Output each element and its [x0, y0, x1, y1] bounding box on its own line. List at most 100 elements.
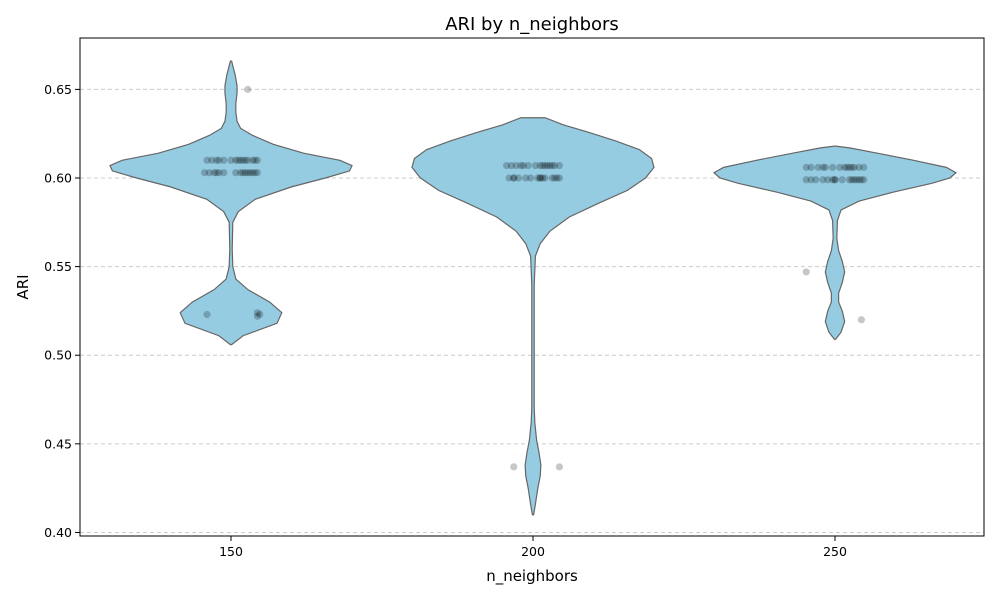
x-axis-label: n_neighbors — [486, 567, 578, 586]
data-point — [253, 156, 261, 164]
data-point — [256, 310, 264, 319]
data-point — [555, 174, 564, 182]
violin-250 — [712, 145, 958, 340]
data-point — [251, 169, 259, 177]
data-point — [860, 163, 868, 171]
data-point — [203, 156, 211, 164]
data-point — [821, 163, 830, 171]
data-point — [850, 163, 858, 171]
x-tick-label: 150 — [219, 544, 243, 559]
data-point — [855, 163, 863, 171]
data-point — [819, 176, 827, 184]
data-point — [855, 176, 863, 184]
data-point — [848, 163, 856, 171]
data-point — [814, 163, 822, 171]
y-tick-label: 0.45 — [44, 436, 72, 451]
data-point — [555, 463, 564, 471]
data-point — [829, 176, 837, 184]
data-point — [541, 174, 549, 182]
data-point — [857, 316, 866, 324]
y-tick-label: 0.60 — [44, 171, 72, 186]
data-point — [237, 169, 245, 177]
data-point — [841, 163, 849, 171]
data-point — [534, 174, 542, 182]
violins — [109, 60, 958, 516]
data-point — [802, 268, 810, 276]
data-point — [536, 174, 544, 182]
data-point — [831, 176, 839, 184]
data-point — [201, 169, 209, 177]
data-point — [503, 162, 511, 170]
data-point — [251, 156, 259, 164]
data-point — [843, 163, 851, 171]
data-point — [853, 176, 861, 184]
x-tick-label: 250 — [823, 544, 847, 559]
data-points — [201, 85, 868, 471]
chart-title: ARI by n_neighbors — [445, 14, 619, 35]
y-axis-ticks: 0.40 0.45 0.50 0.55 0.60 0.65 — [44, 82, 80, 540]
data-point — [524, 162, 532, 170]
data-point — [237, 156, 245, 164]
data-point — [845, 163, 854, 171]
data-point — [838, 176, 846, 184]
data-point — [807, 176, 815, 184]
data-point — [517, 162, 525, 170]
data-point — [807, 163, 815, 171]
plot-frame — [79, 37, 985, 537]
data-point — [220, 156, 228, 164]
data-point — [213, 169, 221, 177]
y-axis-label: ARI — [14, 274, 32, 299]
violin-200 — [411, 117, 655, 516]
data-point — [213, 156, 221, 164]
data-point — [824, 176, 832, 184]
data-point — [244, 85, 252, 93]
y-tick-label: 0.65 — [44, 82, 72, 97]
data-point — [253, 169, 261, 177]
data-point — [519, 162, 528, 170]
violin-150 — [109, 60, 353, 346]
data-point — [848, 176, 856, 184]
data-point — [850, 176, 858, 184]
data-point — [253, 309, 261, 317]
data-point — [845, 176, 854, 184]
data-point — [220, 169, 228, 177]
data-point — [232, 156, 240, 164]
data-point — [253, 312, 261, 320]
data-point — [505, 174, 513, 182]
data-point — [541, 162, 549, 170]
data-point — [510, 174, 518, 182]
data-point — [548, 174, 556, 182]
data-point — [239, 156, 247, 164]
data-point — [539, 174, 547, 182]
data-point — [553, 174, 561, 182]
data-point — [555, 162, 564, 170]
data-point — [551, 162, 559, 170]
data-point — [857, 176, 866, 184]
data-point — [215, 156, 223, 164]
data-point — [812, 176, 820, 184]
data-point — [249, 169, 257, 177]
data-point — [836, 163, 844, 171]
data-point — [232, 169, 240, 177]
data-point — [536, 174, 544, 182]
data-point — [244, 156, 252, 164]
data-point — [249, 156, 257, 164]
data-point — [831, 176, 839, 184]
data-point — [205, 169, 213, 177]
x-tick-label: 200 — [521, 544, 545, 559]
data-point — [819, 163, 827, 171]
data-point — [246, 169, 254, 177]
y-tick-label: 0.40 — [44, 525, 72, 540]
data-point — [551, 174, 559, 182]
data-point — [512, 162, 520, 170]
data-point — [234, 156, 242, 164]
data-point — [241, 169, 249, 177]
data-point — [203, 310, 211, 319]
data-point — [210, 169, 218, 177]
data-point — [543, 162, 552, 170]
data-point — [227, 156, 235, 164]
data-point — [531, 162, 540, 170]
data-point — [244, 169, 252, 177]
data-point — [507, 162, 515, 170]
